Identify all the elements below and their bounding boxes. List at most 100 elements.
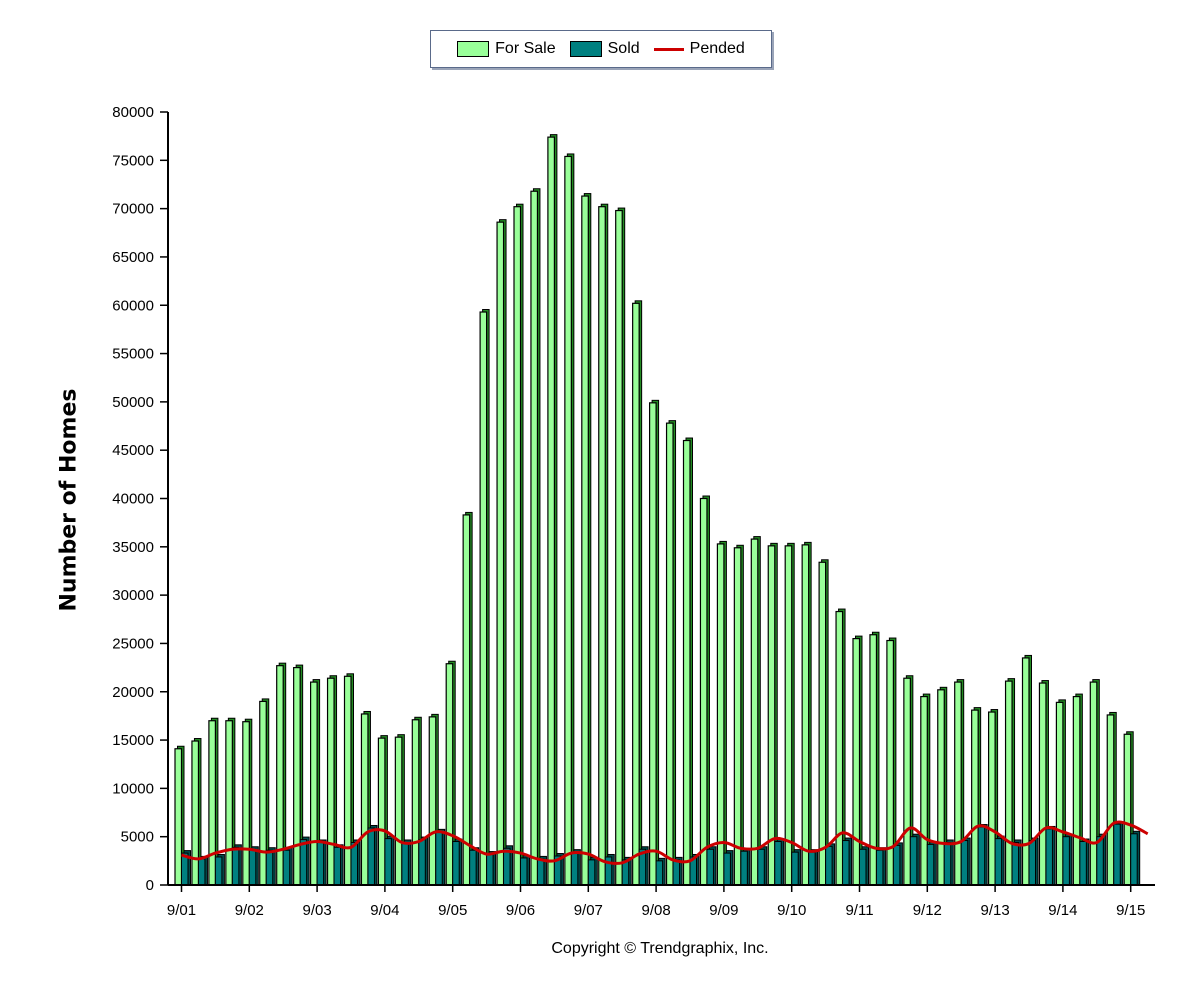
for-sale-bar	[1038, 682, 1047, 886]
legend-item-sold: Sold	[569, 40, 640, 58]
sold-bar	[1011, 841, 1020, 886]
for-sale-bar	[784, 545, 793, 886]
x-axis-ticks: 9/01 9/02 9/03 9/04 9/05 9/06 9/07 9/08 9/09 9/10…	[167, 885, 1145, 919]
sold-bar	[808, 851, 816, 886]
for-sale-bar	[326, 677, 335, 886]
for-sale-bar	[1055, 701, 1064, 886]
sold-bar	[1079, 841, 1087, 886]
y-tick-label: 10000	[112, 780, 154, 797]
chart-legend: For Sale Sold Pended	[430, 30, 772, 68]
sold-bar	[316, 841, 325, 886]
sold-bar	[282, 849, 291, 886]
x-tick-label: 9/13	[980, 902, 1009, 919]
for-sale-bar	[835, 610, 844, 886]
sold-bar	[994, 838, 1003, 886]
x-tick-label: 9/05	[438, 902, 467, 919]
for-sale-bar	[971, 709, 979, 886]
sold-bar	[401, 841, 409, 886]
for-sale-bar	[208, 720, 216, 886]
for-sale-bar	[394, 736, 403, 886]
sold-bar	[926, 843, 935, 886]
for-sale-bar	[987, 711, 996, 886]
for-sale-bar	[360, 713, 369, 886]
legend-item-pended: Pended	[653, 40, 745, 58]
for-sale-bar	[682, 439, 691, 886]
sold-bar	[520, 857, 528, 886]
for-sale-bar	[954, 681, 962, 886]
sold-bar	[231, 846, 240, 886]
for-sale-bar	[428, 716, 437, 886]
sold-bar	[892, 844, 901, 886]
y-axis-ticks: 0 5000 10000 15000 20000 25000 30000 35000 40000…	[112, 104, 168, 894]
for-sale-bar	[581, 195, 589, 886]
sold-bar	[452, 841, 460, 886]
sold-bar	[740, 850, 748, 886]
for-sale-bar	[852, 638, 861, 886]
sold-bar	[333, 846, 342, 886]
for-sale-bar	[564, 155, 572, 886]
y-tick-label: 0	[146, 877, 154, 894]
for-sale-bar	[310, 681, 318, 886]
for-sale-bar	[411, 719, 420, 886]
sold-bar	[435, 831, 443, 886]
for-sale-bar	[462, 514, 471, 886]
sold-bar	[757, 848, 765, 886]
x-tick-label: 9/15	[1116, 902, 1145, 919]
for-sale-bar	[1123, 733, 1132, 886]
for-sale-bar	[733, 547, 742, 886]
sold-bar	[384, 838, 392, 886]
y-axis-title: Number of Homes	[56, 388, 82, 612]
for-sale-bar	[699, 497, 708, 886]
for-sale-bar	[648, 402, 657, 886]
sold-bar	[350, 841, 358, 886]
sold-bar	[842, 840, 850, 886]
sold-bar	[248, 848, 257, 886]
sold-bar	[672, 859, 681, 886]
for-sale-bar	[293, 666, 301, 886]
for-sale-bar	[750, 538, 759, 886]
sold-bar	[977, 826, 986, 886]
legend-label-for-sale: For Sale	[495, 40, 556, 57]
sold-bar	[265, 849, 274, 886]
y-tick-label: 35000	[112, 539, 154, 556]
for-sale-bar	[174, 748, 183, 886]
for-sale-bar	[598, 206, 606, 886]
y-tick-label: 25000	[112, 635, 154, 652]
for-sale-bar	[1021, 657, 1030, 886]
for-sale-bar	[801, 544, 810, 886]
sold-bar	[859, 848, 867, 886]
for-sale-bar	[191, 740, 200, 886]
sold-bar	[418, 839, 426, 886]
for-sale-bar	[615, 209, 623, 886]
x-tick-label: 9/07	[574, 902, 603, 919]
copyright-text: Copyright © Trendgraphix, Inc.	[551, 940, 769, 957]
for-sale-bar	[242, 721, 250, 886]
x-tick-label: 9/02	[235, 902, 264, 919]
x-tick-label: 9/11	[845, 902, 873, 919]
sold-bar	[1028, 840, 1036, 886]
pended-swatch	[653, 47, 684, 51]
sold-bar	[570, 851, 579, 886]
y-tick-label: 5000	[121, 829, 154, 846]
for-sale-bar	[716, 543, 725, 886]
x-tick-label: 9/12	[913, 902, 942, 919]
legend-item-for-sale: For Sale	[457, 40, 556, 58]
for-sale-bar	[903, 677, 911, 886]
for-sale-bar	[632, 302, 640, 886]
y-tick-label: 15000	[112, 732, 154, 749]
y-tick-label: 70000	[112, 201, 154, 218]
y-tick-label: 80000	[112, 104, 154, 121]
sold-bar	[1045, 828, 1053, 886]
for-sale-bar	[496, 221, 505, 886]
sold-bar	[197, 858, 206, 886]
for-sale-bar	[259, 700, 267, 886]
y-tick-label: 55000	[112, 346, 154, 363]
sold-bar	[503, 847, 511, 886]
sold-bar	[469, 849, 477, 886]
sold-bar	[1062, 836, 1070, 886]
sold-bar	[655, 860, 664, 886]
x-tick-label: 9/06	[506, 902, 535, 919]
sold-bar	[1113, 823, 1121, 886]
sold-bar	[706, 848, 714, 886]
for-sale-bar	[665, 422, 674, 886]
